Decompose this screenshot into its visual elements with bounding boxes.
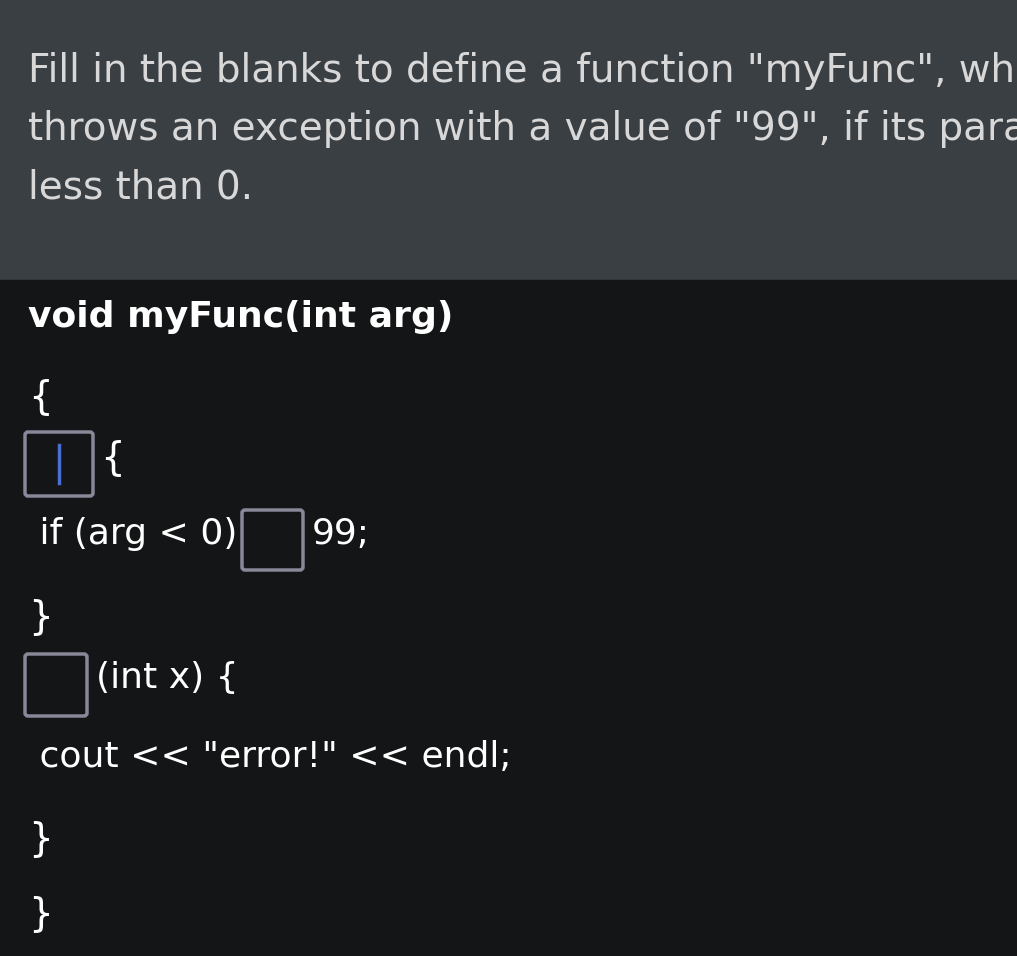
Text: void myFunc(int arg): void myFunc(int arg) [28, 300, 454, 334]
Text: {: { [28, 378, 53, 416]
Text: {: { [100, 439, 125, 477]
Text: }: } [28, 895, 53, 933]
Text: throws an exception with a value of "99", if its parameter is: throws an exception with a value of "99"… [28, 110, 1017, 148]
Bar [0, 0, 1017, 280]
Text: }: } [28, 598, 53, 636]
Text: cout << "error!" << endl;: cout << "error!" << endl; [28, 740, 512, 774]
FancyBboxPatch shape [25, 432, 93, 496]
Text: 99;: 99; [312, 517, 370, 551]
Text: Fill in the blanks to define a function "myFunc", which: Fill in the blanks to define a function … [28, 52, 1017, 90]
Text: }: } [28, 820, 53, 858]
Bar [0, 280, 1017, 956]
Text: (int x) {: (int x) { [96, 661, 239, 695]
FancyBboxPatch shape [25, 654, 87, 716]
Text: less than 0.: less than 0. [28, 168, 253, 206]
FancyBboxPatch shape [242, 510, 303, 570]
Text: if (arg < 0): if (arg < 0) [28, 517, 237, 551]
